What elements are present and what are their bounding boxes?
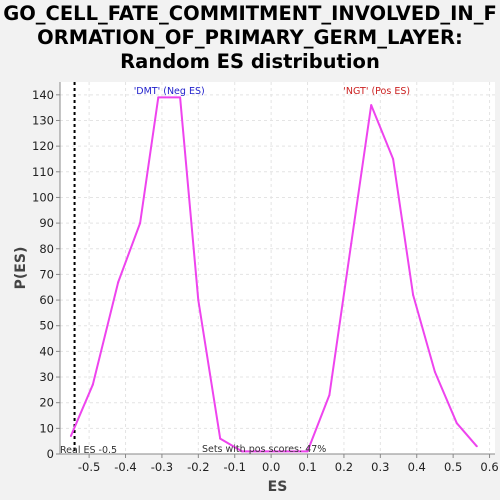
data-point (328, 393, 331, 396)
x-tick-label: -0.2 (187, 460, 209, 474)
x-tick-label: 0.2 (335, 460, 353, 474)
x-tick-label: 0.3 (371, 460, 389, 474)
series-line (69, 96, 478, 453)
neg-es-label: 'DMT' (Neg ES) (134, 86, 205, 97)
chart-title: GO_CELL_FATE_COMMITMENT_INVOLVED_IN_F OR… (0, 2, 500, 74)
x-tick-label: 0.1 (298, 460, 316, 474)
y-tick-label: 100 (32, 190, 54, 204)
data-point (262, 450, 265, 453)
y-axis-label: P(ES) (13, 247, 29, 290)
chart-title-line: ORMATION_OF_PRIMARY_GERM_LAYER: (37, 26, 463, 49)
x-tick-label: -0.5 (78, 460, 100, 474)
data-point (219, 437, 222, 440)
y-tick-label: 60 (39, 293, 54, 307)
x-tick-label: -0.1 (224, 460, 246, 474)
x-tick-label: -0.3 (151, 460, 173, 474)
y-tick-label: 20 (39, 396, 54, 410)
y-tick-label: 40 (39, 344, 54, 358)
pos-es-label: 'NGT' (Pos ES) (343, 86, 410, 97)
data-point (284, 450, 287, 453)
x-tick-label: 0.6 (480, 460, 498, 474)
data-point (306, 450, 309, 453)
data-point (455, 422, 458, 425)
data-point (197, 299, 200, 302)
y-tick-label: 50 (39, 319, 54, 333)
y-axis-ticks: 0 10 20 30 40 50 60 70 80 90 100 110 120 130 140 (32, 88, 60, 461)
data-point (412, 293, 415, 296)
x-tick-label: 0.4 (408, 460, 426, 474)
y-tick-label: 110 (32, 165, 54, 179)
y-tick-label: 120 (32, 139, 54, 153)
data-point (241, 450, 244, 453)
data-point (392, 157, 395, 160)
data-point (117, 281, 120, 284)
data-point (91, 383, 94, 386)
real-es-label: Real ES -0.5 (60, 445, 117, 456)
chart-title-line: Random ES distribution (120, 50, 380, 73)
y-tick-label: 10 (39, 421, 54, 435)
x-axis-label: ES (268, 479, 288, 495)
data-point (370, 104, 373, 107)
y-tick-label: 80 (39, 242, 54, 256)
data-point (350, 242, 353, 245)
x-axis-ticks: -0.5 -0.4 -0.3 -0.2 -0.1 0.0 0.1 0.2 0.3 0.4 0.5 0.… (78, 454, 499, 474)
plot-area (60, 82, 495, 454)
grid (60, 82, 495, 455)
data-point (69, 435, 72, 438)
data-point (179, 96, 182, 99)
data-point (475, 445, 478, 448)
y-tick-label: 140 (32, 88, 54, 102)
y-tick-label: 30 (39, 370, 54, 384)
y-tick-label: 130 (32, 113, 54, 127)
x-tick-label: 0.0 (262, 460, 280, 474)
y-tick-label: 70 (39, 267, 54, 281)
data-point (157, 96, 160, 99)
chart-title-line: GO_CELL_FATE_COMMITMENT_INVOLVED_IN_F (3, 2, 497, 25)
y-tick-label: 90 (39, 216, 54, 230)
y-tick-label: 0 (47, 447, 54, 461)
pos-scores-label: Sets with pos scores: 47% (202, 444, 326, 455)
x-tick-label: 0.5 (444, 460, 462, 474)
x-tick-label: -0.4 (114, 460, 136, 474)
data-point (139, 222, 142, 225)
series-group (69, 96, 478, 453)
data-point (433, 370, 436, 373)
